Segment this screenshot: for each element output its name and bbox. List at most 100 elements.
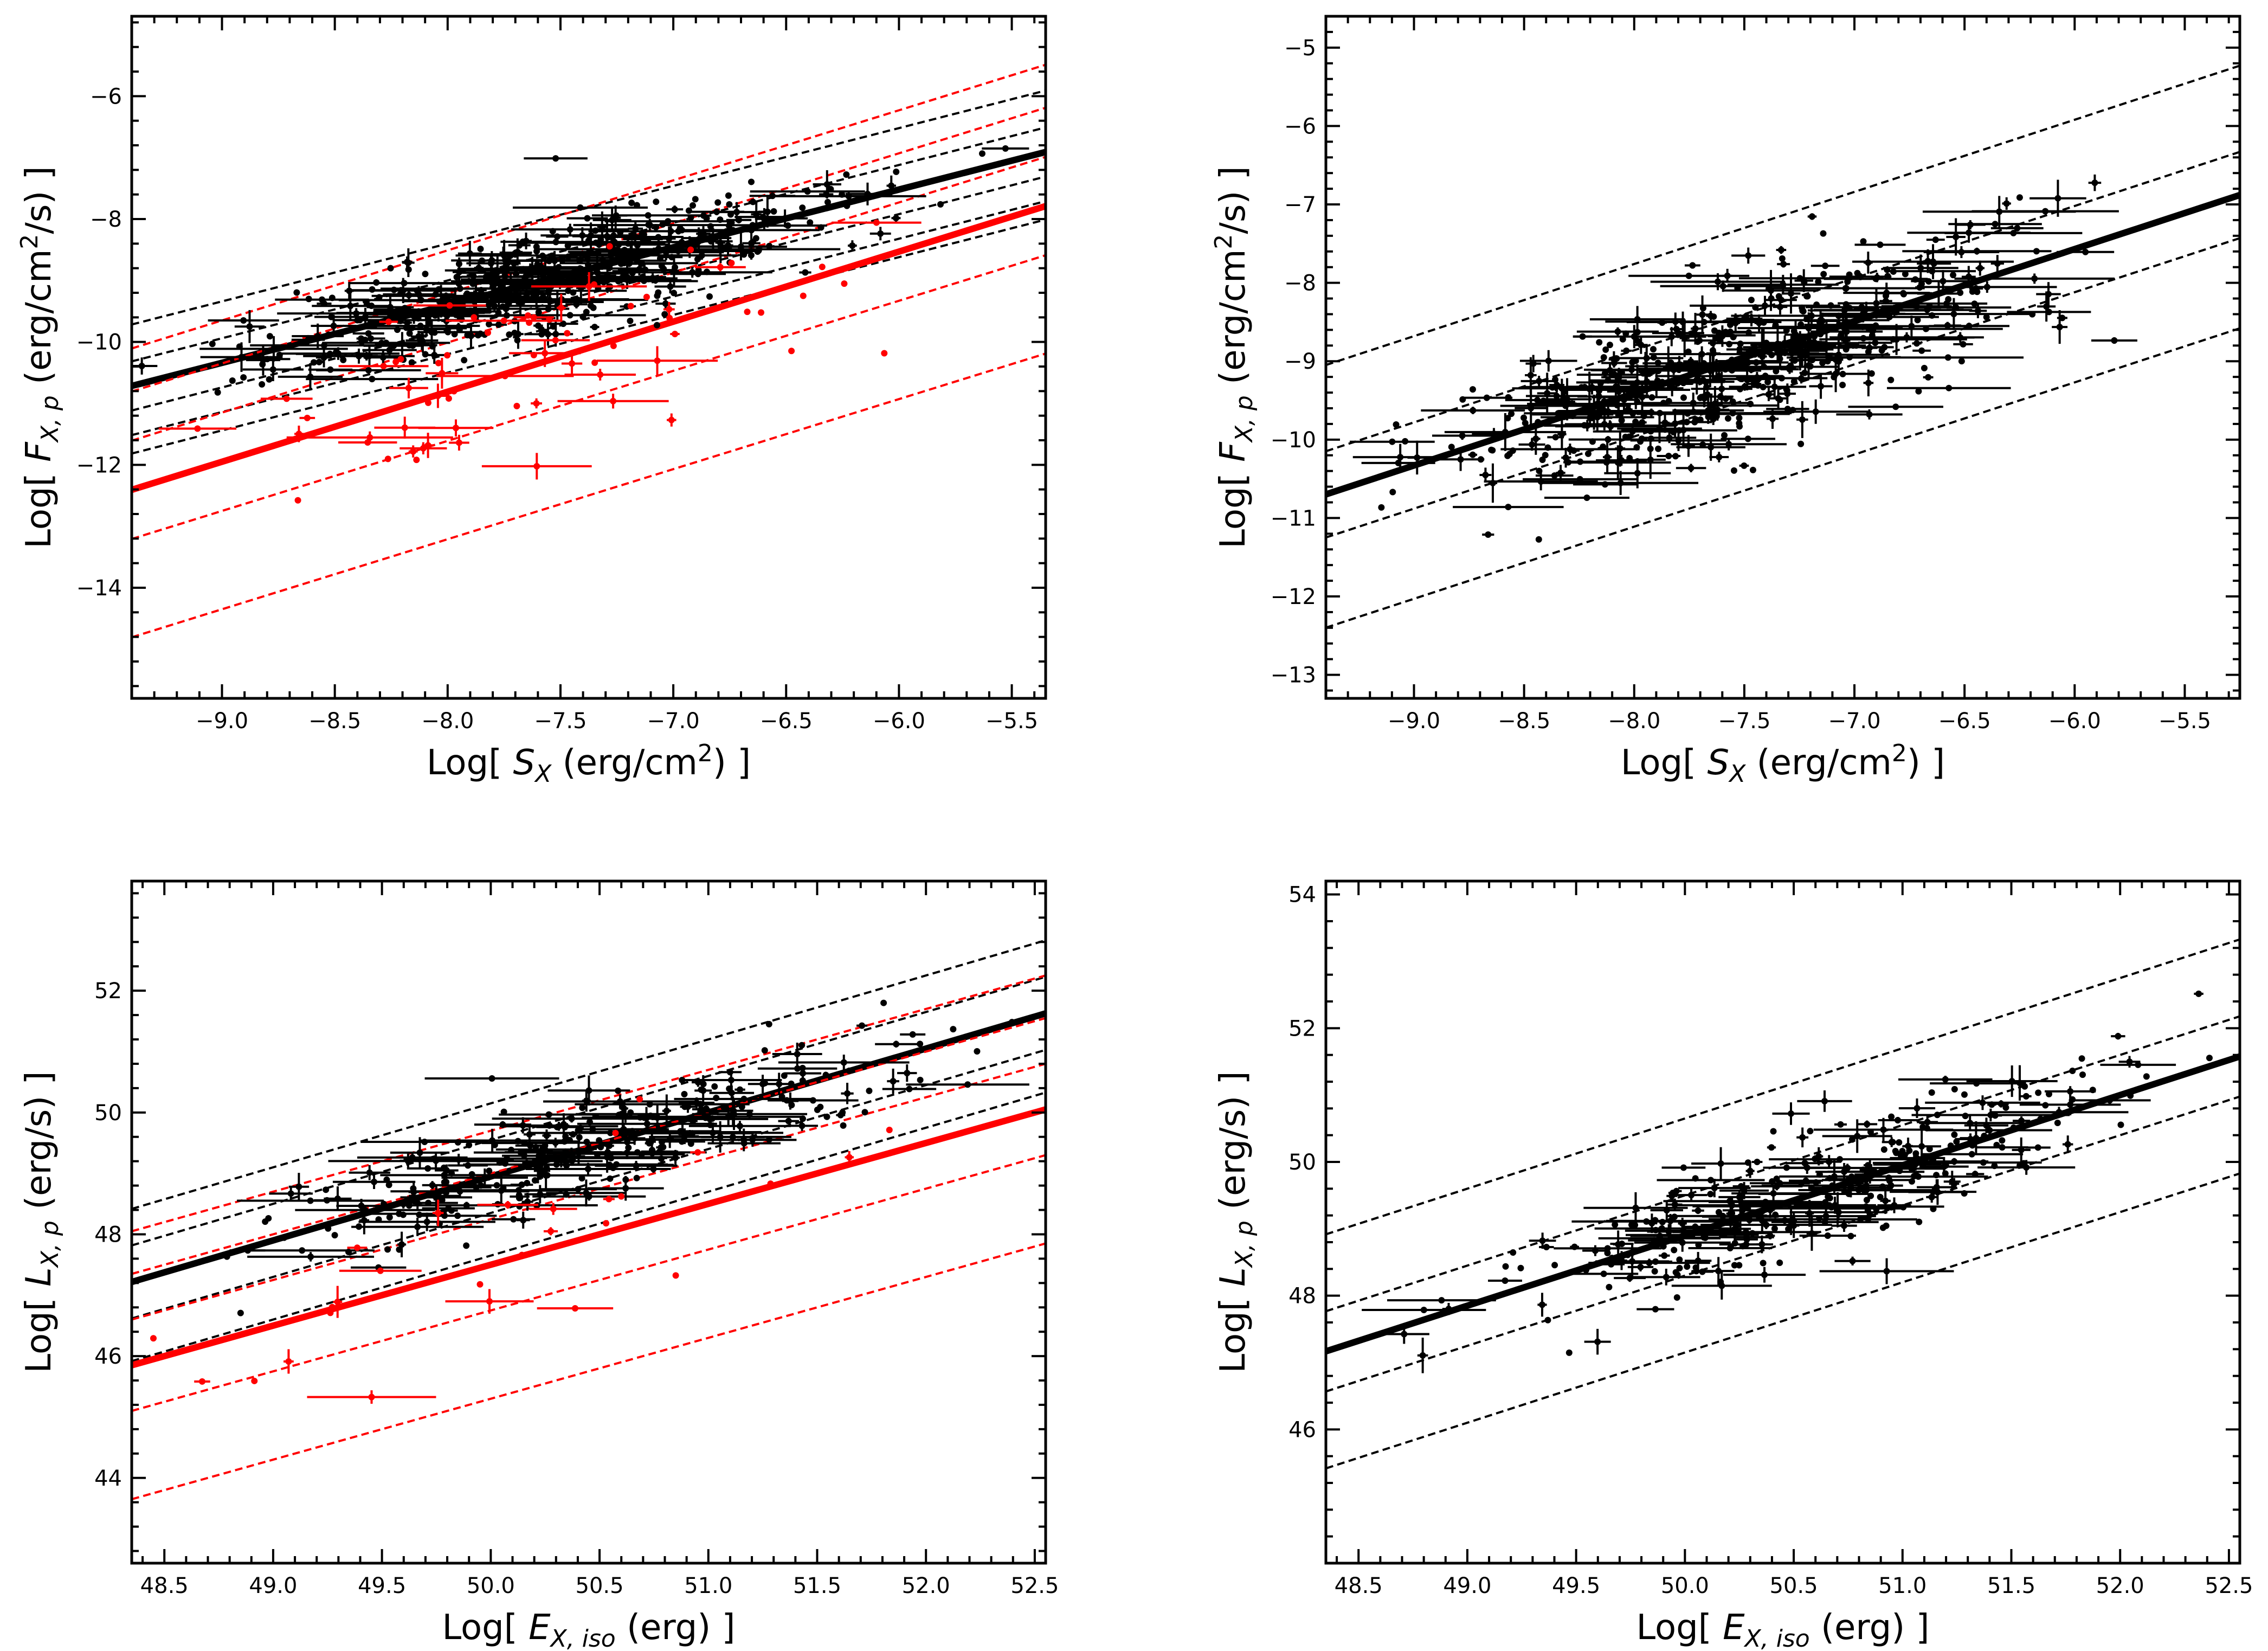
black-data-point	[1672, 397, 1744, 424]
black-data-point	[1763, 399, 1868, 424]
marker	[1520, 414, 1528, 421]
black-data-point	[1436, 447, 1485, 471]
marker	[614, 246, 621, 253]
black-data-point	[1945, 296, 1952, 303]
marker	[1584, 450, 1592, 457]
black-data-point	[391, 288, 427, 303]
marker	[1832, 370, 1839, 377]
red-data-point	[327, 1309, 334, 1316]
marker	[1536, 377, 1543, 384]
black-data-point	[891, 214, 901, 222]
marker	[1868, 370, 1875, 377]
marker	[194, 425, 201, 432]
black-data-point	[1713, 413, 1720, 420]
red-data-point	[643, 293, 650, 300]
marker	[1790, 327, 1797, 335]
black-data-point	[634, 257, 641, 264]
black-data-point	[974, 1048, 981, 1055]
marker	[784, 222, 791, 229]
black-data-point	[766, 1072, 791, 1095]
black-data-point	[1779, 255, 1786, 262]
black-data-point	[1912, 347, 1931, 354]
marker	[1661, 419, 1668, 426]
black-data-point	[1670, 325, 1683, 332]
marker	[1639, 419, 1646, 426]
black-data-point	[1615, 412, 1622, 419]
marker	[295, 431, 302, 438]
marker	[488, 1075, 495, 1082]
marker	[366, 352, 373, 359]
marker	[408, 325, 415, 332]
marker	[328, 1303, 336, 1310]
marker	[1527, 371, 1534, 378]
y-tick-label: −11	[1271, 506, 1316, 531]
red-data-point	[881, 350, 888, 357]
marker	[654, 357, 661, 364]
marker	[497, 294, 504, 301]
marker	[545, 305, 552, 312]
black-data-point	[1484, 472, 1598, 491]
marker	[2111, 337, 2118, 344]
marker	[404, 259, 411, 266]
marker	[1820, 230, 1827, 237]
marker	[1710, 313, 1717, 320]
marker	[358, 1202, 365, 1209]
marker	[690, 202, 697, 209]
marker	[466, 1141, 473, 1148]
marker	[740, 1095, 748, 1102]
black-data-point	[490, 321, 507, 328]
red-dashed-line	[132, 1017, 1046, 1275]
black-data-point	[324, 1186, 352, 1211]
black-data-point	[1660, 413, 1670, 433]
red-data-point	[518, 1251, 525, 1258]
black-data-point	[1638, 419, 1647, 426]
black-data-point	[1560, 394, 1567, 401]
black-data-point	[1983, 313, 1990, 320]
marker	[493, 1182, 500, 1189]
marker	[454, 1212, 461, 1219]
red-dashed-line	[132, 254, 1046, 540]
marker	[1799, 307, 1806, 314]
black-data-point	[314, 358, 324, 365]
y-tick-label: 46	[94, 1344, 122, 1369]
black-data-point	[513, 204, 648, 211]
black-data-point	[1691, 312, 1700, 345]
marker	[1457, 456, 1464, 463]
marker	[1483, 394, 1490, 401]
black-data-point	[2002, 197, 2011, 210]
y-tick-label: −8	[90, 207, 122, 232]
black-data-point	[544, 1172, 551, 1179]
marker	[553, 233, 560, 240]
black-data-point	[1852, 244, 2014, 279]
black-data-point	[645, 221, 652, 228]
x-tick-label: −7.0	[647, 709, 700, 734]
marker	[305, 336, 312, 343]
plot-area	[1326, 65, 2240, 629]
black-data-point	[752, 235, 759, 242]
red-data-point	[561, 350, 583, 377]
marker	[1600, 443, 1607, 450]
marker	[1633, 444, 1640, 451]
marker	[1673, 325, 1680, 332]
black-data-point	[539, 252, 546, 259]
black-data-point	[1766, 285, 1773, 292]
black-data-point	[526, 256, 599, 264]
black-data-point	[1567, 400, 1577, 407]
marker	[507, 285, 514, 292]
marker	[209, 341, 216, 348]
marker	[675, 228, 682, 235]
marker	[1890, 268, 1897, 275]
black-data-point	[1752, 304, 1759, 311]
black-data-point	[1696, 295, 1709, 334]
marker	[755, 247, 762, 254]
marker	[550, 1205, 557, 1212]
marker	[733, 209, 740, 216]
marker	[569, 360, 576, 367]
black-data-point	[543, 1094, 697, 1109]
marker	[520, 1217, 527, 1224]
marker	[1969, 288, 1976, 295]
marker	[737, 1086, 744, 1093]
black-data-point	[1775, 293, 1782, 300]
marker	[1764, 378, 1771, 386]
marker	[819, 264, 826, 271]
